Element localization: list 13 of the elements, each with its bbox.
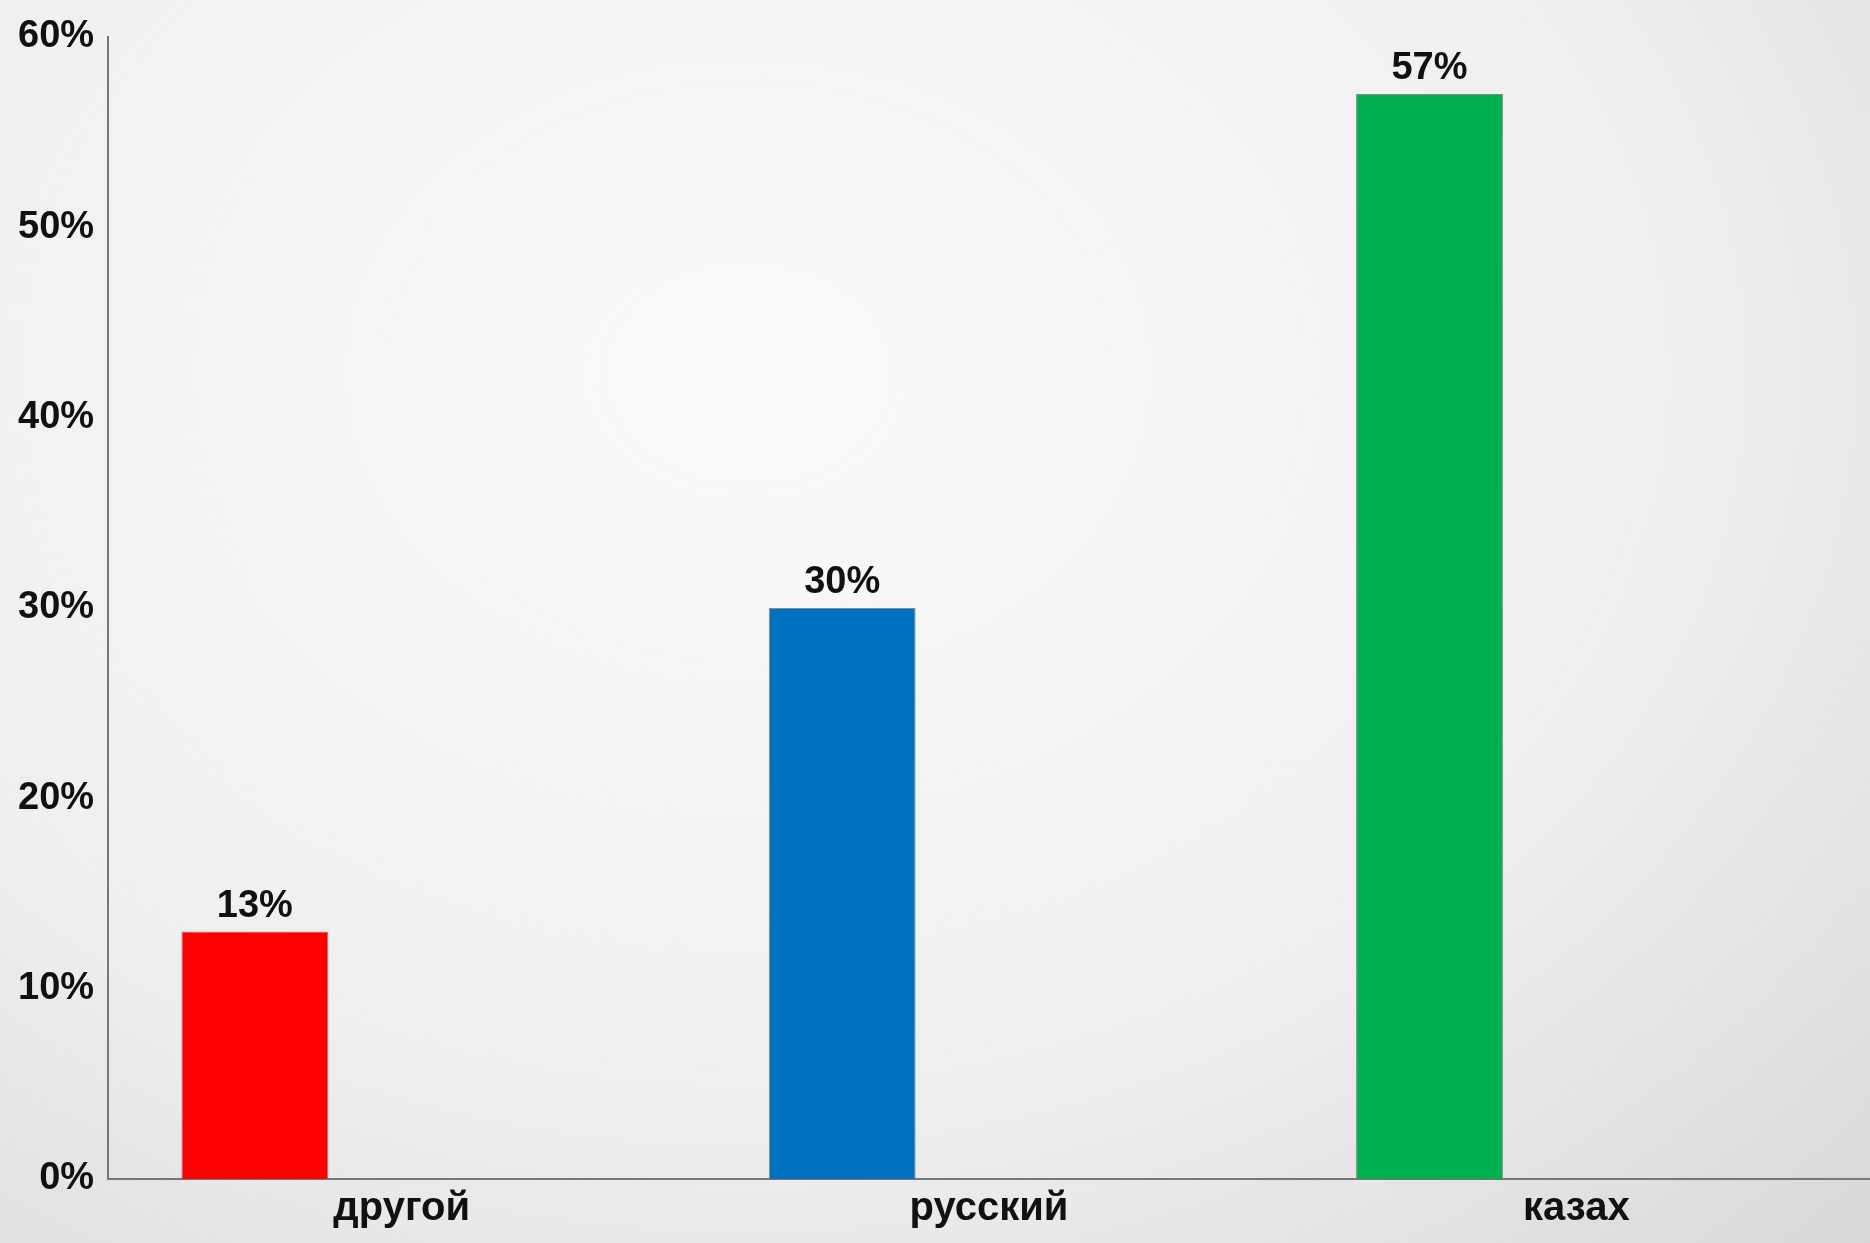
data-label: 30% bbox=[804, 559, 881, 602]
y-tick-label: 30% bbox=[17, 584, 95, 627]
y-tick-label: 0% bbox=[39, 1155, 95, 1198]
y-tick-label: 40% bbox=[17, 394, 95, 437]
data-label: 57% bbox=[1391, 45, 1468, 88]
data-label: 13% bbox=[216, 883, 293, 926]
y-tick-label: 50% bbox=[17, 203, 95, 246]
y-tick-label: 10% bbox=[17, 965, 95, 1008]
y-tick-label: 60% bbox=[17, 13, 95, 56]
x-tick-label: другой bbox=[333, 1184, 471, 1229]
x-tick-label: казах bbox=[1523, 1184, 1630, 1229]
y-tick-label: 20% bbox=[17, 774, 95, 817]
x-tick-label: русский bbox=[909, 1184, 1069, 1229]
